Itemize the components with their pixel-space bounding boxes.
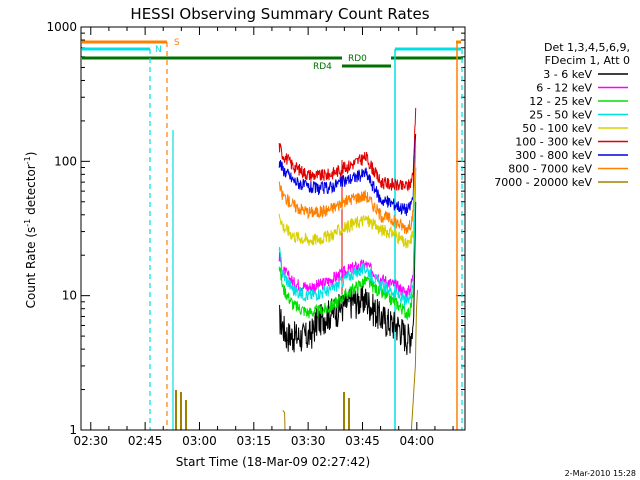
legend-label: 3 - 6 keV (543, 68, 592, 81)
series-line-12-25-kev (278, 174, 417, 321)
y-axis-title-mid: detector (24, 164, 38, 219)
legend-label: 12 - 25 keV (529, 95, 592, 108)
x-tick-label: 03:45 (345, 434, 380, 448)
y-tick-label: 1 (69, 423, 77, 437)
y-tick-label: 1000 (46, 20, 77, 34)
series-line-800-7000-kev (278, 145, 417, 235)
plot-frame (80, 26, 466, 431)
y-axis-title: Count Rate (s-1 detector-1) (23, 152, 38, 309)
series-line-3-6-kev (278, 201, 417, 355)
series-line-50-100-kev (278, 150, 417, 249)
legend-label: 7000 - 20000 keV (494, 176, 592, 189)
legend-label: 300 - 800 keV (515, 149, 592, 162)
y-axis-title-sup2: -1 (23, 156, 32, 164)
y-axis-title-end: ) (24, 152, 38, 157)
x-tick-label: 03:00 (182, 434, 217, 448)
axis-ticks: 02:30 02:45 03:00 03:15 03:30 03:45 04:00 1 10 10… (46, 20, 465, 448)
x-tick-label: 03:15 (237, 434, 272, 448)
x-axis-title: Start Time (18-Mar-09 02:27:42) (176, 455, 370, 469)
y-axis-title-sup1: -1 (23, 219, 32, 227)
y-tick-label: 100 (54, 154, 77, 168)
legend-header-2: FDecim 1, Att 0 (545, 54, 630, 67)
legend-header-1: Det 1,3,4,5,6,9, (544, 41, 630, 54)
x-tick-label: 02:45 (128, 434, 163, 448)
legend-label: 25 - 50 keV (529, 109, 592, 122)
flag-rd4-label: RD4 (313, 62, 332, 72)
x-tick-label: 02:30 (73, 434, 108, 448)
series-line-25-50-kev (278, 167, 417, 307)
y-axis-title-main: Count Rate (s (24, 227, 38, 309)
legend-label: 50 - 100 keV (522, 122, 592, 135)
flag-s-label: S (174, 38, 180, 48)
flag-n-label: N (155, 45, 162, 55)
legend-label: 100 - 300 keV (515, 136, 592, 149)
flag-rd0-label: RD0 (348, 54, 367, 64)
chart-title: HESSI Observing Summary Count Rates (130, 5, 429, 23)
legend-label: 6 - 12 keV (536, 82, 592, 95)
x-tick-label: 03:30 (291, 434, 326, 448)
x-tick-label: 04:00 (400, 434, 435, 448)
plot-timestamp: 2-Mar-2010 15:28 (565, 469, 636, 478)
series-line-300-800-kev (278, 133, 417, 216)
legend: Det 1,3,4,5,6,9, FDecim 1, Att 0 3 - 6 k… (494, 41, 630, 189)
y-tick-label: 10 (62, 289, 77, 303)
legend-label: 800 - 7000 keV (508, 163, 592, 176)
series-line-100-300-kev (278, 107, 417, 192)
